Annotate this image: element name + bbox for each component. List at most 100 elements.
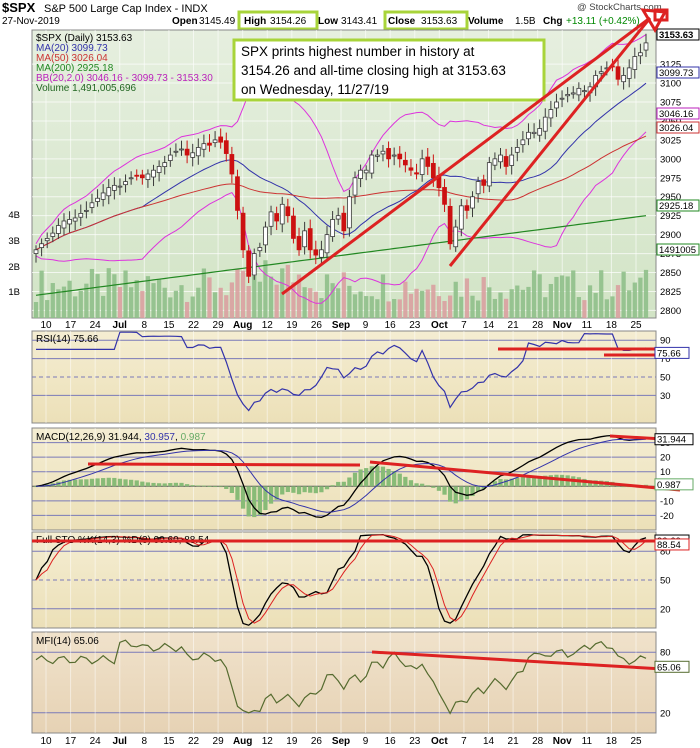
- macd-hist-bar: [78, 479, 83, 487]
- tick-label-macd: 10: [660, 467, 671, 478]
- x-tick-label-bottom: Aug: [233, 736, 252, 747]
- tag-ma50-box: [656, 121, 700, 134]
- macd-tag: 0.987: [657, 480, 681, 491]
- macd-hist-bar: [201, 485, 207, 487]
- x-tick-label-bottom: 16: [385, 736, 397, 747]
- candle-body: [358, 169, 363, 179]
- macd-hist-bar: [448, 486, 453, 502]
- macd-hist-bar: [229, 486, 234, 493]
- macd-hist-bar: [134, 480, 139, 487]
- candle-body: [347, 196, 352, 229]
- volume-bar: [621, 271, 626, 318]
- volume-bar: [95, 274, 100, 318]
- volume-bar: [324, 274, 330, 318]
- volume-bar: [503, 298, 509, 318]
- volume-bar: [240, 270, 246, 318]
- mfi-tag-box: [654, 660, 690, 673]
- x-tick-label-bottom: 25: [630, 736, 642, 747]
- volume-bar: [515, 285, 520, 318]
- macd-hist-bar: [235, 486, 240, 500]
- sto-d-line: [35, 534, 647, 624]
- low-value: 3143.41: [341, 16, 378, 27]
- volume-bar: [61, 286, 67, 318]
- volume-bar: [274, 284, 279, 318]
- volume-bar: [565, 276, 570, 318]
- macd-line: [35, 434, 647, 519]
- macd-hist-bar: [33, 486, 39, 488]
- candle-body: [50, 232, 56, 237]
- chart-header: $SPX S&P 500 Large Cap Index - INDX @ St…: [2, 0, 662, 31]
- candle-body: [235, 176, 240, 211]
- x-tick-label-top: 12: [262, 320, 274, 331]
- rsi-panel: 30 50 70 90 RSI(14) 75.66 75.66: [31, 330, 690, 424]
- bb-lower-line: [35, 131, 647, 304]
- mfi-panel: 20 80 MFI(14) 65.06 65.06: [31, 631, 690, 734]
- volume-bar: [117, 286, 123, 318]
- volume-bar: [548, 283, 553, 318]
- volume-bar: [369, 296, 374, 318]
- candle-body: [632, 56, 638, 70]
- volume-bar: [526, 286, 531, 318]
- volume-bar: [162, 287, 167, 318]
- vol-2b: 2B: [8, 262, 20, 273]
- volume-bar: [33, 302, 39, 318]
- macd-hist-bar: [403, 476, 408, 487]
- volume-bar: [73, 296, 78, 318]
- candle-body: [184, 148, 190, 156]
- x-tick-label-top: 16: [385, 320, 397, 331]
- x-tick-label-top: 26: [311, 320, 323, 331]
- volume-bar: [425, 289, 430, 318]
- macd-hist-bar: [140, 481, 145, 487]
- candle-body: [526, 131, 531, 140]
- macd-hist-bar: [470, 486, 475, 497]
- volume-bar: [67, 280, 72, 318]
- price-panel: 2800282528502875290029252950297530003025…: [8, 8, 700, 331]
- candle-body: [330, 219, 335, 237]
- candle-body: [442, 187, 447, 205]
- volume-bar: [190, 296, 195, 318]
- volume-bar: [235, 268, 240, 318]
- macd-hist-bar: [291, 486, 296, 493]
- candle-body: [111, 184, 117, 191]
- macd-hist-bar: [543, 475, 548, 487]
- x-tick-label-bottom: 19: [286, 736, 298, 747]
- candle-body: [195, 147, 201, 157]
- candle-body: [576, 87, 582, 96]
- price-tick-label: 3100: [660, 79, 681, 90]
- volume-bar: [459, 296, 464, 318]
- macd-hist-bar: [420, 483, 425, 487]
- volume-bar: [643, 269, 649, 318]
- x-tick-label-bottom: Sep: [332, 736, 350, 747]
- candle-body: [89, 202, 95, 208]
- candle-body: [201, 143, 207, 150]
- macd-hist-bar: [184, 484, 190, 487]
- macd-hist-bar: [129, 479, 134, 487]
- macd-hist-bar: [252, 486, 257, 518]
- x-tick-label-top: 24: [90, 320, 102, 331]
- candle-body: [61, 220, 67, 229]
- tick-label-macd: 20: [660, 453, 671, 464]
- macd-hist-bar: [548, 475, 553, 487]
- ma200-line: [35, 215, 647, 296]
- macd-hist-bar: [481, 486, 486, 489]
- macd-hist-bar: [425, 485, 430, 487]
- x-tick-label-top: 9: [363, 320, 369, 331]
- candle-body: [100, 192, 106, 200]
- volume-bar: [246, 286, 251, 318]
- macd-panel: -20-10102030 MACD(12,26,9) 31.944, 30.95…: [31, 427, 694, 531]
- candle-body: [520, 139, 526, 146]
- candle-body: [447, 205, 453, 245]
- price-tick-label: 3125: [660, 60, 681, 71]
- volume-bar: [520, 289, 526, 318]
- x-tick-label-top: 29: [213, 320, 225, 331]
- candle-body: [419, 158, 425, 175]
- x-tick-label-bottom: 23: [409, 736, 421, 747]
- price-tick-label: 3075: [660, 98, 681, 109]
- mfi-line: [35, 639, 647, 715]
- volume-bar: [537, 274, 542, 318]
- candle-body: [470, 196, 475, 209]
- symbol: $SPX: [2, 0, 36, 15]
- candle-body: [246, 250, 252, 277]
- volume-bar: [442, 301, 447, 318]
- volume-bar: [252, 275, 257, 318]
